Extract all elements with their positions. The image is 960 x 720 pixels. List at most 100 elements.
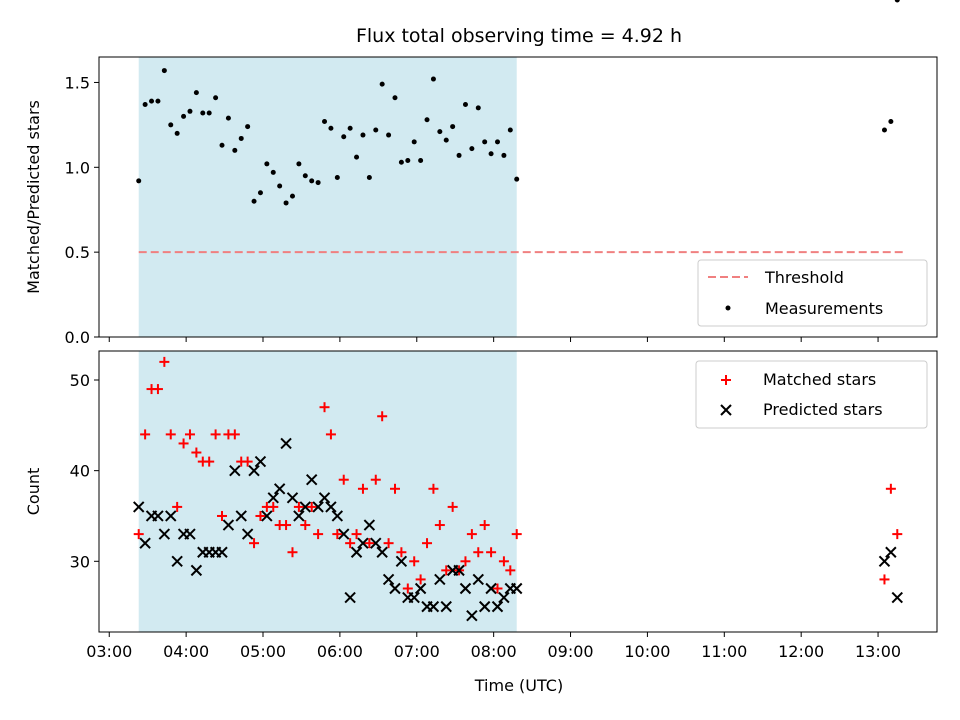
measurement-point <box>168 122 174 128</box>
predicted-point <box>293 510 305 522</box>
predicted-point <box>331 510 344 522</box>
top-legend: Threshold Measurements <box>697 259 928 327</box>
predicted-point <box>318 492 331 504</box>
matched-point <box>415 574 426 585</box>
cross-b <box>891 591 903 604</box>
measurement-point <box>296 161 302 167</box>
cross-b <box>511 582 523 595</box>
cross-b <box>363 519 376 531</box>
cross-b <box>440 600 452 613</box>
predicted-point <box>478 600 491 613</box>
predicted-point <box>382 573 395 586</box>
matched-point <box>460 556 471 567</box>
measurement-point <box>386 132 392 138</box>
cross-b <box>344 591 356 604</box>
x-tick-label: 12:00 <box>778 642 824 661</box>
bottom-y-axis: 30 40 50 <box>70 371 99 571</box>
cross-b <box>472 573 484 586</box>
chart-title: Flux total observing time = 4.92 h <box>356 25 682 47</box>
cross-b <box>158 528 171 540</box>
measurement-point <box>283 200 289 206</box>
predicted-point <box>453 564 465 577</box>
bottom-legend-box <box>695 360 928 429</box>
x-tick-label: 10:00 <box>624 642 670 661</box>
measurement-point <box>398 159 404 165</box>
top-observing-span <box>138 57 517 337</box>
matched-point <box>473 547 484 558</box>
predicted-point <box>158 528 171 540</box>
matched-point <box>242 456 253 467</box>
cross-b <box>305 474 318 486</box>
bottom-axes-frame <box>98 350 938 633</box>
measurement-point <box>232 147 238 153</box>
predicted-point <box>222 519 235 531</box>
measurement-point <box>142 102 148 108</box>
cross-b <box>427 600 440 613</box>
matched-point <box>217 510 228 521</box>
cross-b <box>184 528 196 540</box>
matched-point <box>287 547 298 558</box>
matched-point <box>345 538 356 549</box>
cross-b <box>325 501 337 513</box>
legend-measurements-marker <box>725 305 731 311</box>
cross-b <box>408 591 420 604</box>
matched-point <box>370 474 381 485</box>
matched-point <box>140 429 151 440</box>
y-tick-label: 1.5 <box>65 73 90 92</box>
matched-point <box>447 501 458 512</box>
measurement-point <box>187 108 193 114</box>
measurement-point <box>309 178 315 184</box>
predicted-point <box>498 591 510 604</box>
measurement-point <box>462 102 468 108</box>
predicted-point <box>357 537 369 549</box>
cross-b <box>171 555 183 568</box>
cross-b <box>720 404 732 416</box>
x-tick-label: 07:00 <box>394 642 440 661</box>
matched-point <box>505 565 516 576</box>
predicted-point <box>305 474 318 486</box>
measurement-point <box>488 151 494 157</box>
measurement-point <box>328 125 334 131</box>
measurement-point <box>507 127 513 133</box>
x-tick-label: 06:00 <box>317 642 363 661</box>
cross-b <box>382 573 395 586</box>
y-tick-label: 0.0 <box>65 328 90 347</box>
predicted-point <box>414 582 427 595</box>
bottom-observing-span <box>138 351 517 632</box>
legend-cross-glyph <box>720 404 732 416</box>
matched-point <box>396 547 407 558</box>
measurement-point <box>360 132 366 138</box>
measurement-point <box>257 190 263 196</box>
cross-b <box>498 591 510 604</box>
predicted-point <box>184 528 196 540</box>
cross-b <box>254 455 267 468</box>
cross-b <box>133 501 145 513</box>
cross-b <box>190 564 203 577</box>
top-x-axis <box>108 337 879 342</box>
matched-point <box>306 501 317 512</box>
x-tick-label: 08:00 <box>471 642 517 661</box>
cross-b <box>293 510 305 522</box>
measurement-point <box>450 124 456 130</box>
measurement-point <box>270 169 276 175</box>
matched-point <box>498 556 509 567</box>
x-tick-label: 04:00 <box>163 642 209 661</box>
cross-b <box>261 510 273 522</box>
matched-point <box>885 483 896 494</box>
cross-b <box>139 537 151 549</box>
measurement-point <box>443 137 449 143</box>
measurement-point <box>277 183 283 189</box>
cross-b <box>478 600 491 613</box>
y-tick-label: 30 <box>70 552 90 571</box>
cross-b <box>878 555 891 568</box>
predicted-point <box>472 573 484 586</box>
matched-point <box>492 583 503 594</box>
measurement-point <box>456 152 462 158</box>
matched-point <box>402 583 413 594</box>
predicted-point <box>363 519 376 531</box>
top-axes-frame <box>98 56 938 338</box>
predicted-point <box>344 591 356 604</box>
cross-b <box>485 582 497 595</box>
matched-point <box>332 529 343 540</box>
predicted-point <box>235 510 247 522</box>
